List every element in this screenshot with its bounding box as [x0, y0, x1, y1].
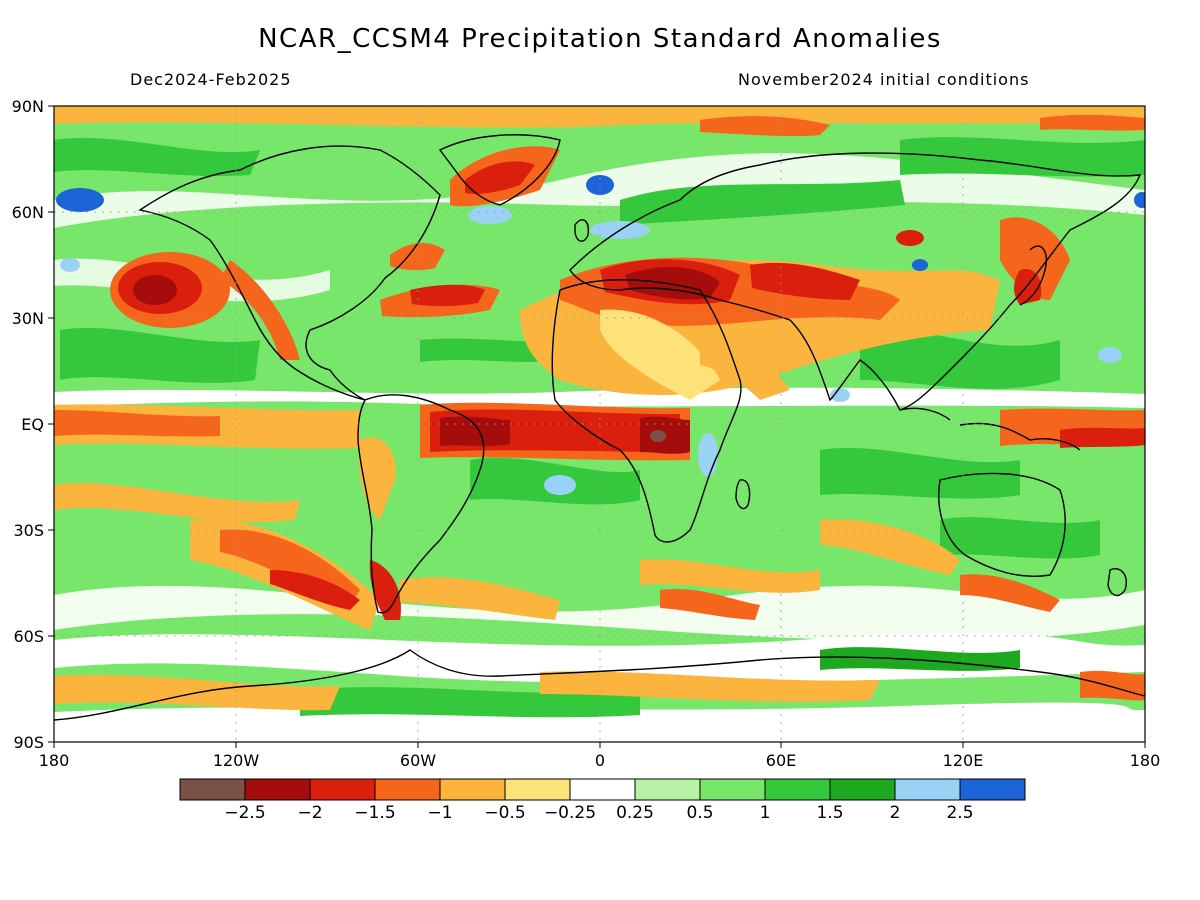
forecast-period: Dec2024-Feb2025	[130, 70, 292, 89]
axis-ticks	[48, 105, 1146, 748]
colorbar-swatch	[634, 778, 701, 801]
map-title: NCAR_CCSM4 Precipitation Standard Anomal…	[258, 24, 942, 54]
colorbar-swatch	[699, 778, 766, 801]
colorbar-swatch	[439, 778, 506, 801]
colorbar-label: 0.5	[686, 803, 713, 823]
lat-label-90n: 90N	[12, 97, 44, 116]
colorbar-swatch	[179, 778, 246, 801]
lat-label-30s: 30S	[13, 521, 44, 540]
colorbar-label: −0.25	[544, 803, 596, 823]
lon-label-60w: 60W	[400, 751, 436, 770]
lat-label-30n: 30N	[12, 309, 44, 328]
lon-label-60e: 60E	[766, 751, 796, 770]
colorbar-label: 1	[760, 803, 771, 823]
lat-label-60n: 60N	[12, 203, 44, 222]
longitude-labels: 180 120W 60W 0 60E 120E 180	[39, 751, 1161, 770]
latitude-labels: 90N 60N 30N EQ 30S 60S 90S	[12, 97, 44, 752]
lon-label-180e: 180	[1130, 751, 1161, 770]
colorbar-swatch	[894, 778, 961, 801]
colorbar-swatch	[244, 778, 311, 801]
colorbar-swatch	[569, 778, 636, 801]
lat-label-60s: 60S	[13, 627, 44, 646]
colorbar-swatch	[829, 778, 896, 801]
colorbar-swatch	[959, 778, 1026, 801]
colorbar-swatch	[374, 778, 441, 801]
lat-label-90s: 90S	[13, 733, 44, 752]
coastlines	[54, 134, 1145, 721]
colorbar-label: −2.5	[224, 803, 265, 823]
initial-conditions: November2024 initial conditions	[738, 70, 1030, 89]
colorbar-swatch	[504, 778, 571, 801]
colorbar-label: 2	[890, 803, 901, 823]
colorbar-label: 2.5	[946, 803, 973, 823]
colorbar-label: −1	[427, 803, 452, 823]
colorbar-label: −0.5	[484, 803, 525, 823]
colorbar-swatch	[309, 778, 376, 801]
colorbar-label: −2	[297, 803, 322, 823]
colorbar-label: 1.5	[816, 803, 843, 823]
colorbar: −2.5 −2 −1.5 −1 −0.5 −0.25 0.25 0.5 1 1.5 2 2.5	[179, 778, 1026, 823]
lon-label-120e: 120E	[943, 751, 984, 770]
colorbar-swatch	[764, 778, 831, 801]
lon-label-0: 0	[595, 751, 605, 770]
lon-label-180w: 180	[39, 751, 70, 770]
graticule	[54, 106, 1145, 742]
colorbar-label: 0.25	[616, 803, 654, 823]
colorbar-label: −1.5	[354, 803, 395, 823]
lat-label-eq: EQ	[21, 415, 44, 434]
lon-label-120w: 120W	[213, 751, 260, 770]
